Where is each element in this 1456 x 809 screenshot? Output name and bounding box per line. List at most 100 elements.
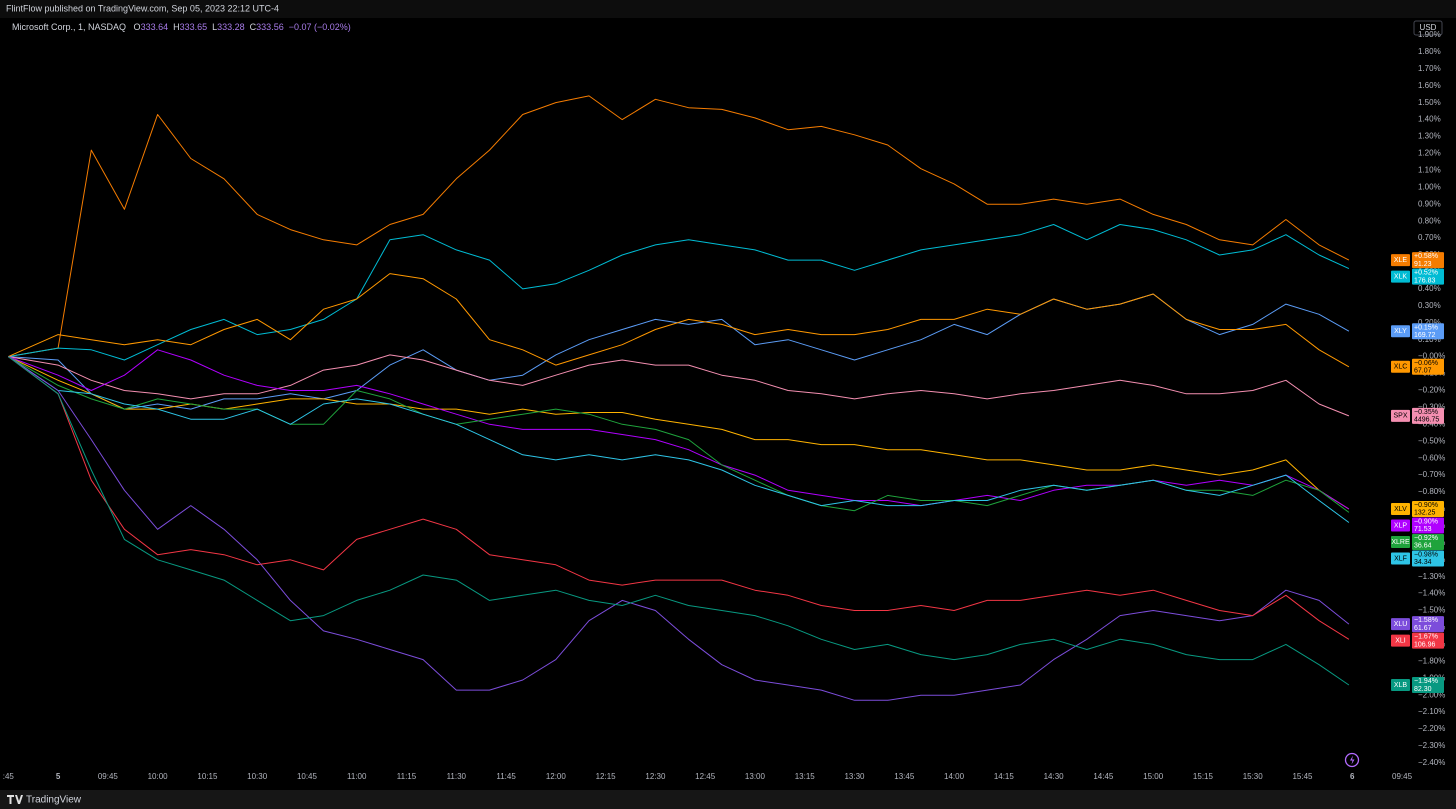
y-tick-label: −0.60%: [1418, 453, 1445, 462]
y-tick-label: 0.10%: [1418, 335, 1441, 344]
alert-bolt: [1350, 755, 1355, 765]
tag-change: −0.92%: [1414, 535, 1438, 542]
tag-change: +0.15%: [1414, 324, 1438, 331]
tag-change: −0.90%: [1414, 502, 1438, 509]
tag-price: 169.72: [1414, 332, 1436, 339]
y-tick-label: 0.80%: [1418, 216, 1441, 225]
tag-name-bg: [1391, 552, 1410, 565]
tag-name-bg: [1391, 502, 1410, 515]
tag-change: −0.98%: [1414, 552, 1438, 559]
series-line: [8, 356, 1350, 510]
tag-name: XLP: [1394, 522, 1408, 529]
tag-value-bg: [1412, 323, 1444, 340]
y-tick-label: −2.40%: [1418, 758, 1445, 767]
y-tick-label: −0.80%: [1418, 487, 1445, 496]
series-line: [8, 356, 1350, 701]
y-tick-label: −0.40%: [1418, 419, 1445, 428]
y-tick-label: −0.00%: [1418, 352, 1445, 361]
x-tick-label: :45: [3, 772, 15, 781]
currency-box[interactable]: [1413, 20, 1443, 36]
y-tick-label: 1.00%: [1418, 182, 1441, 191]
x-tick-label: 14:00: [944, 772, 965, 781]
x-tick-label: 12:45: [695, 772, 716, 781]
x-tick-label: 10:15: [197, 772, 218, 781]
tag-price: 176.83: [1414, 277, 1436, 284]
x-tick-label: 10:45: [297, 772, 318, 781]
y-tick-label: 1.40%: [1418, 115, 1441, 124]
x-tick-label: 15:45: [1292, 772, 1313, 781]
ohlc-value: 333.56: [256, 22, 284, 32]
y-tick-label: −1.50%: [1418, 606, 1445, 615]
y-tick-label: 1.90%: [1418, 30, 1441, 39]
tag-change: −1.58%: [1414, 617, 1438, 624]
alert-icon[interactable]: [1344, 752, 1360, 768]
x-tick-label: 15:15: [1193, 772, 1214, 781]
y-tick-label: 1.50%: [1418, 98, 1441, 107]
series-line: [8, 356, 1350, 686]
tag-value-bg: [1412, 677, 1444, 694]
x-tick-label: 13:00: [745, 772, 766, 781]
tag-name-bg: [1391, 270, 1410, 283]
tag-price: 71.53: [1414, 526, 1432, 533]
tag-name: SPX: [1393, 413, 1407, 420]
tag-value-bg: [1412, 500, 1444, 517]
ohlc-key: H: [173, 22, 180, 32]
y-tick-label: 1.80%: [1418, 47, 1441, 56]
tag-change: −0.06%: [1414, 360, 1438, 367]
x-tick-label: 12:15: [596, 772, 617, 781]
x-tick-label: 12:30: [645, 772, 666, 781]
x-tick-label: 13:30: [844, 772, 865, 781]
tag-name-bg: [1391, 254, 1410, 267]
y-tick-label: 0.40%: [1418, 284, 1441, 293]
tag-value-bg: [1412, 616, 1444, 633]
y-tick-label: 1.70%: [1418, 64, 1441, 73]
symbol: Microsoft Corp., 1, NASDAQ: [12, 22, 126, 32]
tag-price: 4496.75: [1414, 417, 1439, 424]
y-tick-label: −2.10%: [1418, 707, 1445, 716]
tag-name: XLC: [1394, 364, 1408, 371]
y-tick-label: 1.10%: [1418, 165, 1441, 174]
y-tick-label: 1.60%: [1418, 81, 1441, 90]
y-tick-label: −1.40%: [1418, 589, 1445, 598]
ohlc-value: 333.64: [141, 22, 169, 32]
tag-name: XLV: [1394, 506, 1407, 513]
y-tick-label: −1.30%: [1418, 572, 1445, 581]
tag-name: XLK: [1394, 273, 1408, 280]
y-tick-label: 0.30%: [1418, 301, 1441, 310]
tag-value-bg: [1412, 252, 1444, 269]
tag-change: +0.52%: [1414, 270, 1438, 277]
series-line: [8, 95, 1350, 358]
tag-name: XLU: [1394, 621, 1408, 628]
y-tick-label: −2.20%: [1418, 724, 1445, 733]
x-tick-label: 14:45: [1093, 772, 1114, 781]
y-tick-label: −2.00%: [1418, 690, 1445, 699]
tag-price: 106.96: [1414, 641, 1436, 648]
x-tick-label: 11:45: [496, 772, 516, 781]
y-tick-label: −2.30%: [1418, 741, 1445, 750]
tag-value-bg: [1412, 632, 1444, 649]
tag-price: 132.25: [1414, 510, 1436, 517]
y-tick-label: −0.70%: [1418, 470, 1445, 479]
tag-name: XLB: [1394, 682, 1408, 689]
x-tick-label: 13:45: [894, 772, 915, 781]
tag-change: +0.58%: [1414, 253, 1438, 260]
y-tick-label: −0.50%: [1418, 436, 1445, 445]
change: −0.07 (−0.02%): [289, 22, 351, 32]
tag-name-bg: [1391, 618, 1410, 631]
series-line: [8, 273, 1350, 368]
tag-name-bg: [1391, 325, 1410, 338]
tag-name: XLY: [1394, 328, 1407, 335]
currency: USD: [1420, 23, 1437, 32]
series-line: [8, 354, 1350, 417]
publish-text: FlintFlow published on TradingView.com, …: [6, 3, 279, 13]
tag-value-bg: [1412, 517, 1444, 534]
tag-value-bg: [1412, 550, 1444, 567]
y-tick-label: 0.20%: [1418, 318, 1441, 327]
tag-name: XLF: [1394, 555, 1407, 562]
publish-bar: [0, 0, 1456, 18]
y-tick-label: −1.80%: [1418, 656, 1445, 665]
footer-bar: [0, 790, 1456, 809]
y-tick-label: 0.70%: [1418, 233, 1441, 242]
ohlc-key: L: [212, 22, 217, 32]
